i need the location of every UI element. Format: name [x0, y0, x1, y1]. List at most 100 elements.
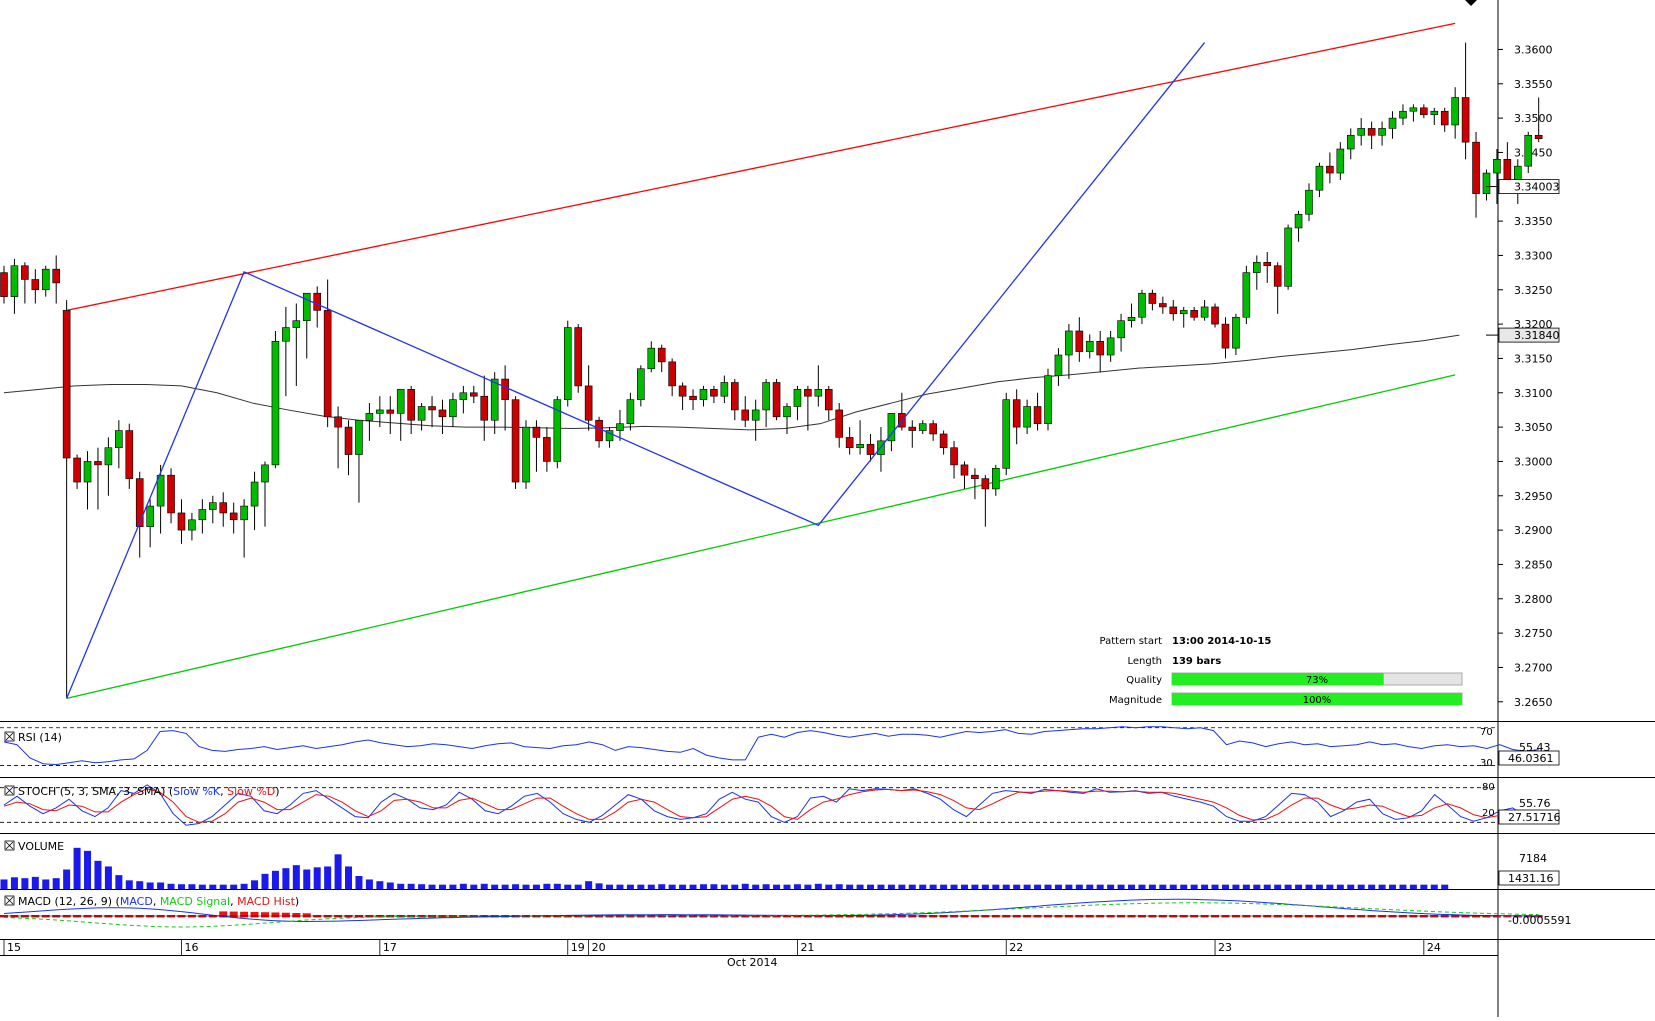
candle-body	[323, 310, 332, 418]
candle-body	[1294, 213, 1303, 229]
channel-upper-line	[66, 22, 1456, 312]
volume-bar	[1284, 884, 1292, 889]
candle-body	[167, 474, 175, 514]
volume-bar	[73, 847, 81, 889]
candle	[104, 437, 113, 496]
volume-bar	[146, 882, 154, 889]
candle-body	[814, 389, 823, 397]
stoch-tick-label: 20	[1482, 808, 1495, 819]
volume-bar	[1326, 884, 1334, 889]
candle	[1117, 313, 1125, 352]
candle-body	[1253, 262, 1261, 273]
candle-body	[960, 464, 969, 476]
volume-bar	[960, 884, 968, 889]
candle	[1357, 118, 1365, 146]
candle-body	[1524, 134, 1533, 167]
volume-bar	[992, 884, 1000, 889]
candle	[1138, 289, 1146, 325]
candle	[1534, 97, 1543, 143]
candle-body	[282, 327, 290, 342]
candle	[1085, 334, 1094, 359]
candle	[824, 385, 833, 421]
candle	[971, 468, 979, 500]
candle-body	[710, 389, 718, 397]
candle-body	[1420, 107, 1428, 115]
candle	[73, 454, 81, 489]
candle-body	[1367, 128, 1376, 136]
candle	[835, 403, 844, 448]
candle-body	[762, 382, 770, 411]
candle	[1232, 313, 1240, 356]
panel-close-icon-cross	[5, 732, 14, 741]
candle-body	[1002, 399, 1011, 469]
volume-bar	[532, 884, 540, 889]
candle	[908, 420, 917, 448]
candle-body	[135, 478, 144, 527]
candle-body	[981, 478, 990, 490]
last-price-label-text: 3.34003	[1514, 181, 1560, 194]
candle	[1221, 317, 1230, 359]
volume-bar	[1075, 884, 1083, 889]
candle-body	[156, 474, 165, 507]
volume-bar	[313, 867, 321, 889]
candle	[459, 385, 468, 414]
candle	[845, 427, 854, 455]
candle	[1409, 104, 1418, 122]
candle	[678, 382, 687, 410]
candle-body	[1106, 337, 1115, 356]
volume-bar	[1002, 884, 1010, 889]
stoch-current-value-box	[1498, 809, 1560, 825]
candle	[1190, 306, 1198, 321]
price-tick-label: 3.3050	[1514, 421, 1553, 434]
candle-body	[41, 268, 50, 291]
volume-bar	[522, 884, 530, 889]
volume-bar	[793, 884, 801, 889]
candle	[532, 420, 541, 472]
candle	[730, 379, 739, 421]
candle-body	[52, 268, 61, 284]
volume-bar	[177, 884, 185, 889]
stoch-d-label: Slow %D	[227, 785, 275, 798]
candle	[240, 499, 248, 558]
volume-bar	[345, 866, 353, 889]
volume-bar	[814, 883, 822, 889]
volume-bar	[616, 884, 624, 889]
candle	[198, 499, 207, 534]
rsi-tick-label: 30	[1480, 758, 1493, 769]
candle-body	[1263, 262, 1272, 267]
macd-line	[3, 898, 1539, 923]
macd-title: MACD (12, 26, 9) (MACD, MACD Signal, MAC…	[18, 895, 299, 908]
candle	[261, 461, 269, 527]
stoch-panel: STOCH (5, 3, SMA, 3, SMA) (Slow %K, Slow…	[0, 782, 1561, 826]
candle	[177, 499, 186, 544]
candle	[1326, 152, 1334, 184]
price-tick-label: 3.3300	[1514, 249, 1553, 262]
candle	[866, 433, 875, 462]
volume-bar	[908, 884, 916, 889]
candle-body	[229, 512, 238, 521]
price-tick-label: 3.2650	[1514, 696, 1553, 709]
volume-bar	[1315, 884, 1323, 889]
candle-body	[824, 389, 833, 411]
candle-body	[1232, 316, 1240, 349]
candle-body	[386, 409, 395, 414]
price-tick-label: 3.2950	[1514, 490, 1553, 503]
macd-hist-bar	[261, 912, 269, 918]
volume-bar	[1086, 884, 1094, 889]
volume-bar	[355, 876, 363, 889]
volume-bar	[209, 884, 217, 889]
candle	[1451, 87, 1459, 139]
magnitude-value: 100%	[1303, 695, 1332, 706]
price-tick-label: 3.2800	[1514, 593, 1553, 606]
volume-bar	[1336, 884, 1344, 889]
x-day-label: 22	[1009, 941, 1023, 954]
candle	[83, 451, 92, 510]
candle-body	[0, 272, 8, 297]
candle	[772, 379, 781, 421]
volume-bar	[1169, 884, 1177, 889]
macd-hist-bar	[281, 912, 290, 918]
volume-bar	[543, 883, 551, 889]
candle	[135, 471, 144, 558]
candle	[1336, 142, 1345, 180]
